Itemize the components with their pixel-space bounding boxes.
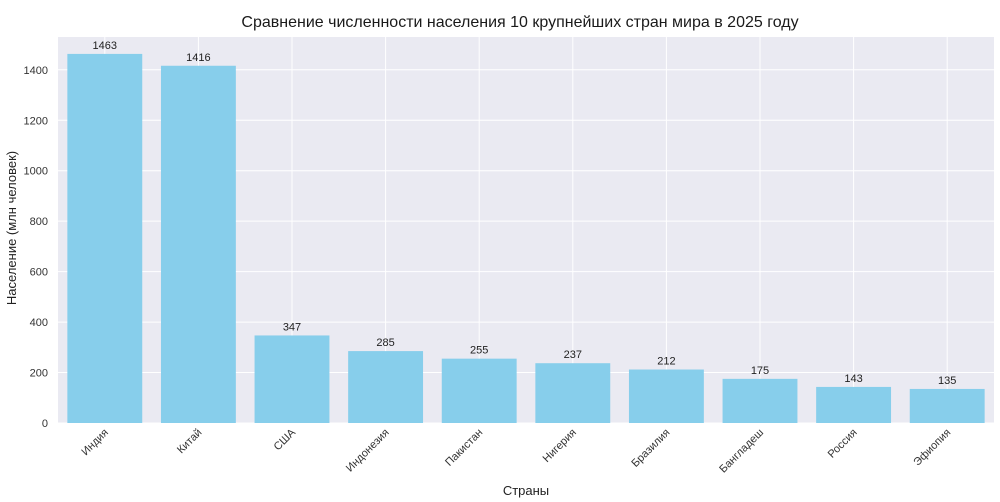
bar-value-label: 175	[751, 365, 769, 377]
bars	[67, 53, 985, 424]
bar	[909, 388, 985, 423]
y-tick-label: 200	[30, 368, 48, 380]
bar	[816, 386, 892, 423]
bar-value-label: 1416	[186, 52, 210, 64]
bar	[160, 65, 236, 423]
x-tick-label: Бразилия	[629, 427, 672, 470]
bar-value-label: 255	[470, 345, 488, 357]
bar	[441, 358, 517, 423]
y-tick-label: 800	[30, 216, 48, 228]
y-tick-label: 600	[30, 267, 48, 279]
bar-value-label: 1463	[93, 40, 117, 52]
x-tick-label: Нигерия	[541, 427, 579, 465]
y-tick-label: 1400	[24, 65, 48, 77]
chart-title: Сравнение численности населения 10 крупн…	[241, 14, 798, 31]
y-tick-label: 400	[30, 317, 48, 329]
x-tick-label: Пакистан	[443, 427, 485, 469]
x-tick-label: Индонезия	[344, 427, 392, 475]
bar	[67, 53, 143, 424]
bar	[628, 369, 704, 423]
y-tick-label: 1200	[24, 115, 48, 127]
x-axis-ticks: Индия Китай США Индонезия Пакистан Нигерия Бра…	[79, 426, 953, 475]
value-labels: 1463 1416 347 285 255 237 212 175 143 135	[93, 40, 957, 387]
x-tick-label: Индия	[79, 427, 110, 458]
bar-value-label: 285	[376, 337, 394, 349]
x-tick-label: США	[272, 426, 299, 453]
x-tick-label: Эфиопия	[911, 427, 953, 469]
y-tick-label: 1000	[24, 166, 48, 178]
x-axis-label: Страны	[503, 483, 549, 498]
bar-value-label: 237	[564, 349, 582, 361]
x-tick-label: Россия	[826, 427, 860, 461]
bar	[254, 335, 330, 423]
y-axis-ticks: 0 200 400 600 800 1000 1200 1400	[24, 65, 48, 430]
y-axis-label: Население (млн человек)	[4, 151, 19, 305]
bar-value-label: 135	[938, 375, 956, 387]
bar	[535, 363, 611, 423]
bar-value-label: 143	[844, 373, 862, 385]
y-tick-label: 0	[42, 418, 48, 430]
bar	[348, 351, 424, 423]
x-tick-label: Китай	[175, 427, 205, 457]
bar	[722, 378, 798, 423]
x-tick-label: Бангладеш	[717, 427, 766, 476]
bar-value-label: 212	[657, 356, 675, 368]
bar-value-label: 347	[283, 321, 301, 333]
